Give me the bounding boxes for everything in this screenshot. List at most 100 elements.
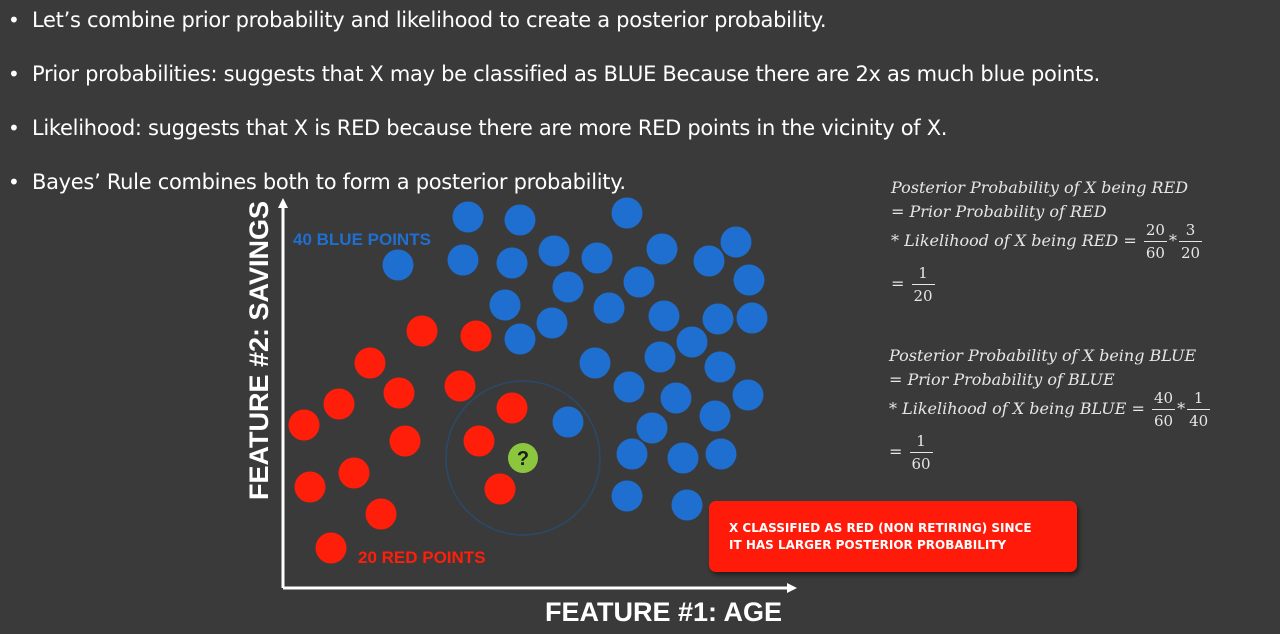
blue-point (660, 382, 692, 414)
blue-point (736, 302, 768, 334)
posterior-blue-likelihood-text: * Likelihood of X being BLUE = (889, 399, 1145, 418)
blue-point (536, 307, 568, 339)
blue-point (623, 266, 655, 298)
fraction-denominator: 60 (1153, 412, 1174, 430)
blue-point (732, 379, 764, 411)
blue-point (611, 480, 643, 512)
callout-line2: IT HAS LARGER POSTERIOR PROBABILITY (729, 538, 1007, 552)
red-point (338, 457, 370, 489)
red-point (288, 409, 320, 441)
blue-point (667, 442, 699, 474)
fraction-numerator: 40 (1151, 389, 1176, 410)
times-symbol: * (1177, 399, 1186, 418)
callout-text: X CLASSIFIED AS RED (NON RETIRING) SINCE… (729, 520, 1069, 554)
fraction-numerator: 20 (1143, 221, 1167, 242)
blue-point (489, 289, 521, 321)
red-point (496, 392, 528, 424)
fraction-numerator: 1 (911, 264, 935, 285)
blue-point (452, 201, 484, 233)
red-point (354, 347, 386, 379)
bullet-text: Prior probabilities: suggests that X may… (32, 62, 1101, 86)
blue-point (552, 406, 584, 438)
bullet-text: Bayes’ Rule combines both to form a post… (32, 170, 626, 194)
blue-point (733, 264, 765, 296)
fraction-numerator: 1 (909, 432, 933, 453)
blue-point (646, 233, 678, 265)
blue-point (616, 438, 648, 470)
blue-point (704, 351, 736, 383)
fraction-denominator: 20 (913, 287, 933, 305)
blue-point (579, 347, 611, 379)
neighborhood-circle (445, 380, 601, 536)
bullet-dot: • (8, 62, 20, 86)
blue-point (496, 247, 528, 279)
fraction: 1 20 (911, 264, 935, 305)
red-points-label: 20 RED POINTS (358, 548, 486, 567)
red-point (294, 471, 326, 503)
fraction: 1 60 (909, 432, 933, 473)
fraction-denominator: 40 (1189, 412, 1209, 430)
posterior-blue-line2: = Prior Probability of BLUE (889, 370, 1115, 389)
red-point (389, 425, 421, 457)
blue-point (538, 235, 570, 267)
red-point (406, 315, 438, 347)
bullet-dot: • (8, 8, 20, 32)
blue-point (447, 244, 479, 276)
bullet-item: • Let’s combine prior probability and lik… (8, 7, 827, 33)
query-point-label: ? (517, 448, 529, 470)
red-point (315, 532, 347, 564)
red-point (460, 320, 492, 352)
posterior-red-result: = 1 20 (891, 264, 937, 305)
blue-point (581, 242, 613, 274)
blue-point (552, 271, 584, 303)
posterior-red-equation: Posterior Probability of X being RED = P… (891, 178, 1251, 318)
blue-point (693, 245, 725, 277)
blue-point (702, 303, 734, 335)
blue-point (593, 292, 625, 324)
equals-symbol: = (891, 274, 905, 293)
fraction: 20 60 (1143, 221, 1167, 262)
posterior-blue-result: = 1 60 (889, 432, 935, 473)
blue-point (699, 400, 731, 432)
blue-point (382, 249, 414, 281)
bullet-item: • Prior probabilities: suggests that X ma… (8, 61, 1100, 87)
blue-point (613, 371, 645, 403)
blue-point (636, 412, 668, 444)
fraction: 1 40 (1187, 389, 1211, 430)
blue-point (648, 300, 680, 332)
fraction: 40 60 (1151, 389, 1176, 430)
blue-points-label: 40 BLUE POINTS (293, 230, 431, 249)
blue-point (676, 326, 708, 358)
blue-point (644, 341, 676, 373)
red-point (365, 498, 397, 530)
red-point (323, 388, 355, 420)
posterior-red-line1: Posterior Probability of X being RED (891, 178, 1189, 197)
posterior-blue-equation: Posterior Probability of X being BLUE = … (889, 346, 1259, 486)
bullet-dot: • (8, 170, 20, 194)
blue-point (720, 226, 752, 258)
blue-point (504, 323, 536, 355)
red-point (383, 377, 415, 409)
blue-point (705, 438, 737, 470)
fraction-denominator: 60 (911, 455, 931, 473)
bullet-item: • Bayes’ Rule combines both to form a pos… (8, 169, 626, 195)
posterior-red-line3: * Likelihood of X being RED = 20 60 * 3 20 (891, 221, 1204, 262)
callout-line1: X CLASSIFIED AS RED (NON RETIRING) SINCE (729, 521, 1032, 535)
y-axis-label: FEATURE #2: SAVINGS (244, 201, 274, 500)
posterior-blue-line3: * Likelihood of X being BLUE = 40 60 * 1 40 (889, 389, 1212, 430)
x-axis-label: FEATURE #1: AGE (545, 597, 782, 627)
fraction-denominator: 60 (1145, 244, 1165, 262)
posterior-blue-line1: Posterior Probability of X being BLUE (889, 346, 1197, 365)
fraction-numerator: 3 (1178, 221, 1203, 242)
blue-point (611, 197, 643, 229)
red-point (444, 370, 476, 402)
query-point (508, 443, 538, 473)
fraction-denominator: 20 (1180, 244, 1201, 262)
times-symbol: * (1168, 231, 1177, 250)
posterior-red-likelihood-text: * Likelihood of X being RED = (891, 231, 1137, 250)
bullet-text: Likelihood: suggests that X is RED becau… (32, 116, 948, 140)
red-point (484, 473, 516, 505)
bullet-text: Let’s combine prior probability and like… (32, 8, 827, 32)
bullet-dot: • (8, 116, 20, 140)
